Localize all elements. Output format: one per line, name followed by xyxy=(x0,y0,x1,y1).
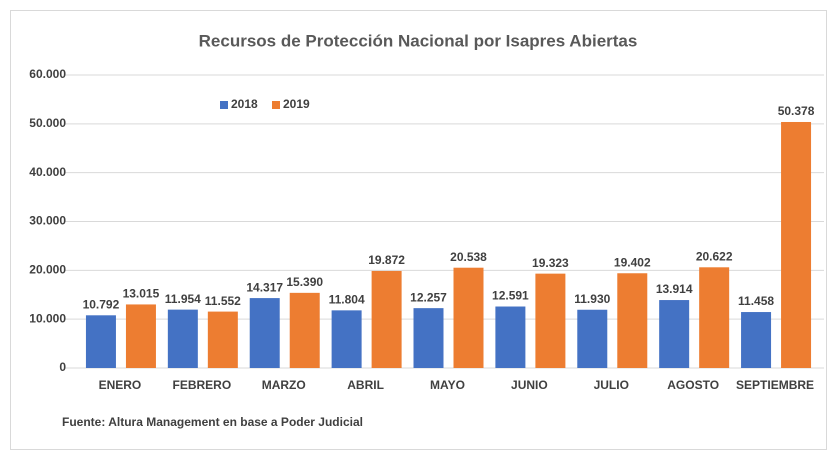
bar xyxy=(125,304,156,368)
x-tick-label: AGOSTO xyxy=(667,378,719,392)
bar xyxy=(741,312,772,368)
source-note: Fuente: Altura Management en base a Pode… xyxy=(62,415,363,429)
bar xyxy=(577,309,608,368)
bar xyxy=(535,273,566,368)
data-label: 12.591 xyxy=(492,289,529,303)
chart-border xyxy=(10,10,827,450)
y-tick-label: 30.000 xyxy=(29,214,66,228)
bar xyxy=(371,270,402,368)
x-tick-label: SEPTIEMBRE xyxy=(736,378,814,392)
bar xyxy=(167,309,198,368)
data-label: 11.458 xyxy=(738,294,774,308)
bar xyxy=(85,315,116,368)
data-label: 50.378 xyxy=(778,104,815,118)
data-label: 11.930 xyxy=(574,292,610,306)
legend-label: 2018 xyxy=(231,97,258,111)
x-tick-label: ENERO xyxy=(99,378,142,392)
data-label: 19.402 xyxy=(614,255,651,269)
data-label: 11.804 xyxy=(329,293,365,307)
y-tick-label: 10.000 xyxy=(29,311,66,325)
y-tick-label: 20.000 xyxy=(29,263,66,277)
data-label: 19.323 xyxy=(532,256,569,270)
data-label: 13.914 xyxy=(656,282,693,296)
x-tick-label: JUNIO xyxy=(511,378,548,392)
x-tick-label: MARZO xyxy=(262,378,306,392)
bar xyxy=(699,267,730,368)
data-label: 12.257 xyxy=(410,290,447,304)
y-tick-label: 0 xyxy=(59,360,66,374)
bar xyxy=(207,311,238,368)
bar xyxy=(289,292,320,368)
legend-swatch xyxy=(220,101,228,109)
bar xyxy=(413,308,444,368)
x-tick-label: ABRIL xyxy=(347,378,384,392)
y-tick-label: 60.000 xyxy=(29,67,66,81)
data-label: 13.015 xyxy=(123,287,160,301)
chart-title: Recursos de Protección Nacional por Isap… xyxy=(199,31,638,50)
y-tick-label: 50.000 xyxy=(29,116,66,130)
data-label: 11.552 xyxy=(205,294,241,308)
y-tick-label: 40.000 xyxy=(29,165,66,179)
data-label: 14.317 xyxy=(246,280,283,294)
bar xyxy=(331,310,362,368)
x-tick-label: MAYO xyxy=(430,378,465,392)
x-tick-label: FEBRERO xyxy=(172,378,231,392)
bar xyxy=(453,267,484,368)
bar xyxy=(249,298,280,368)
data-label: 11.954 xyxy=(165,292,201,306)
legend-label: 2019 xyxy=(283,97,310,111)
data-label: 10.792 xyxy=(83,297,120,311)
bar xyxy=(781,121,812,369)
data-label: 20.538 xyxy=(450,250,487,264)
bar xyxy=(659,300,690,368)
bar xyxy=(617,273,648,368)
data-label: 15.390 xyxy=(286,275,323,289)
x-tick-label: JULIO xyxy=(594,378,629,392)
data-label: 20.622 xyxy=(696,249,733,263)
bar xyxy=(495,306,526,368)
legend-swatch xyxy=(272,101,280,109)
data-label: 19.872 xyxy=(368,253,405,267)
